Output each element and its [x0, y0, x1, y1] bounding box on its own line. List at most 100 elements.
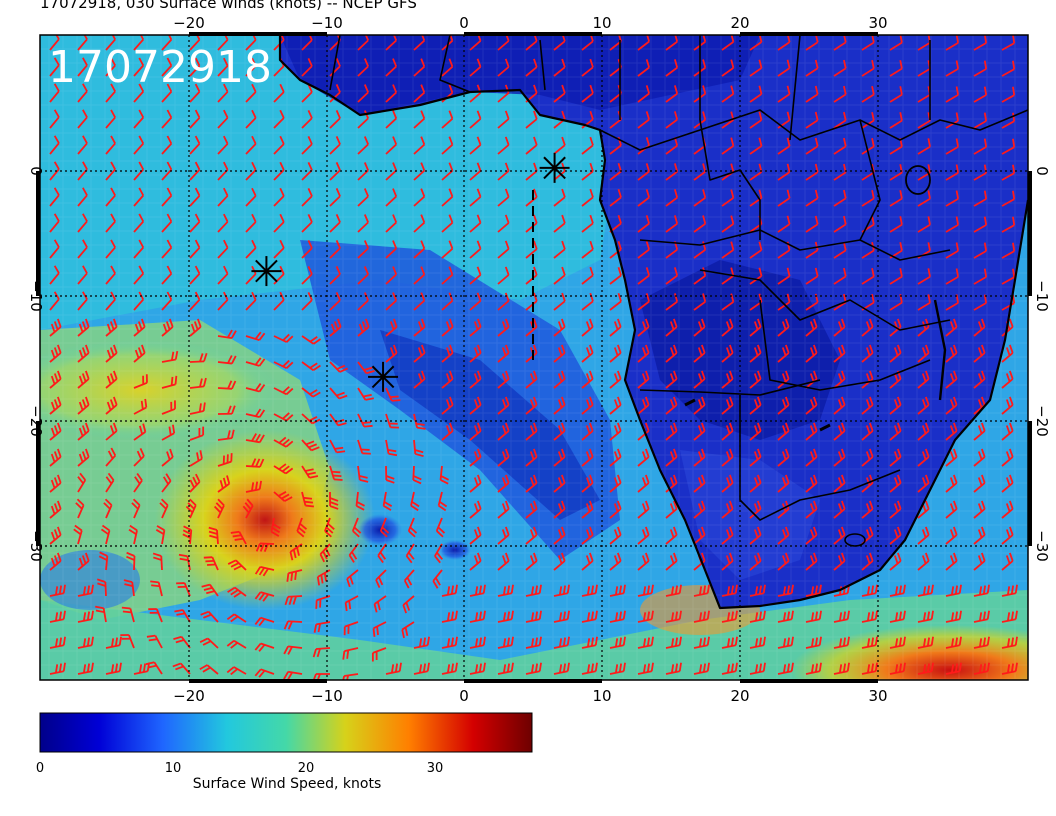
wind-barb — [833, 344, 846, 363]
wind-barb — [357, 35, 369, 51]
wind-barb — [917, 474, 930, 493]
wind-barb — [525, 448, 538, 467]
wind-barb — [49, 584, 66, 597]
wind-barb — [189, 450, 203, 467]
wind-barb — [1001, 112, 1016, 129]
wind-barb — [49, 500, 62, 519]
wind-barb — [121, 606, 135, 623]
wind-barb — [525, 370, 538, 389]
wind-barb — [721, 422, 734, 441]
wind-barb — [665, 59, 679, 77]
colorbar-label: Surface Wind Speed, knots — [193, 776, 382, 792]
lon-label-top: 10 — [592, 14, 611, 32]
wind-barb — [49, 370, 62, 389]
wind-barb — [609, 292, 622, 311]
wind-barb — [637, 552, 650, 571]
wind-barb — [665, 370, 678, 389]
wind-barb — [245, 480, 263, 493]
wind-barb — [245, 57, 257, 77]
wind-barb — [945, 584, 962, 597]
wind-barb — [1001, 370, 1014, 389]
wind-barb — [469, 370, 482, 389]
wind-barb — [245, 357, 266, 367]
wind-barb — [227, 586, 247, 598]
wind-barb — [329, 292, 341, 311]
wind-barb — [95, 605, 107, 623]
wind-barb — [469, 136, 482, 155]
wind-barb — [749, 85, 763, 103]
wind-barb — [77, 396, 90, 415]
wind-barb — [273, 265, 285, 285]
lat-label-left: −30 — [27, 530, 45, 562]
wind-barb — [128, 524, 138, 545]
wind-barb — [105, 447, 117, 467]
wind-barb — [283, 645, 303, 655]
wind-barb — [329, 110, 341, 129]
wind-barb — [283, 670, 303, 680]
wind-barb — [497, 162, 510, 181]
wind-barb — [245, 408, 266, 418]
wind-barb — [665, 293, 679, 311]
wind-barb — [273, 135, 285, 155]
wind-barb — [777, 610, 794, 623]
wind-barb — [201, 583, 219, 597]
star-west-marker — [251, 256, 282, 287]
wind-barb — [497, 318, 510, 337]
wind-barb — [189, 291, 201, 311]
wind-barb — [413, 84, 426, 103]
wind-barb — [150, 580, 163, 597]
wind-barb — [49, 344, 62, 363]
wind-barb — [385, 266, 398, 285]
lon-label-bottom: −20 — [173, 687, 205, 705]
wind-barb — [49, 109, 60, 129]
wind-barb — [1001, 584, 1018, 597]
wind-barb — [161, 161, 173, 181]
wind-barb — [497, 610, 514, 623]
wind-barb — [357, 188, 369, 207]
wind-barb — [49, 474, 62, 493]
wind-barb — [889, 60, 903, 77]
lat-label-right: −20 — [1033, 405, 1051, 437]
wind-barb — [469, 552, 482, 571]
wind-barb — [77, 291, 88, 311]
wind-barb — [553, 448, 566, 467]
wind-barb — [357, 266, 369, 285]
wind-barb — [1001, 636, 1018, 649]
wind-barb — [553, 35, 566, 51]
wind-barb — [312, 647, 331, 658]
wind-barb — [525, 636, 542, 649]
wind-barb — [889, 216, 903, 233]
wind-barb — [805, 474, 818, 493]
wind-barb — [917, 662, 934, 675]
wind-barb — [273, 333, 294, 343]
wind-barb — [805, 584, 822, 597]
wind-barb — [161, 424, 176, 441]
wind-barb — [273, 239, 285, 259]
wind-barb — [973, 35, 988, 51]
wind-barb — [283, 620, 303, 630]
wind-barb — [721, 636, 738, 649]
wind-barb — [413, 439, 424, 458]
wind-barb — [49, 187, 60, 207]
wind-barb — [805, 662, 822, 675]
wind-barb — [805, 526, 818, 545]
wind-barb — [917, 552, 930, 571]
wind-barb — [189, 377, 207, 389]
wind-barb — [329, 162, 341, 181]
wind-barb — [945, 35, 959, 51]
wind-barb — [413, 58, 426, 77]
wind-barb — [324, 517, 335, 538]
wind-barb — [375, 569, 387, 589]
wind-barb — [553, 662, 570, 675]
wind-barb — [721, 318, 734, 337]
wind-barb — [329, 439, 346, 454]
wind-barb — [161, 350, 179, 363]
colorbar-tick: 0 — [36, 761, 44, 776]
wind-barb — [217, 187, 229, 207]
wind-barb — [833, 59, 847, 77]
wind-barb — [159, 498, 169, 519]
wind-barb — [749, 396, 762, 415]
wind-barb — [721, 552, 734, 571]
wind-barb — [805, 318, 818, 337]
wind-barb — [385, 162, 398, 181]
